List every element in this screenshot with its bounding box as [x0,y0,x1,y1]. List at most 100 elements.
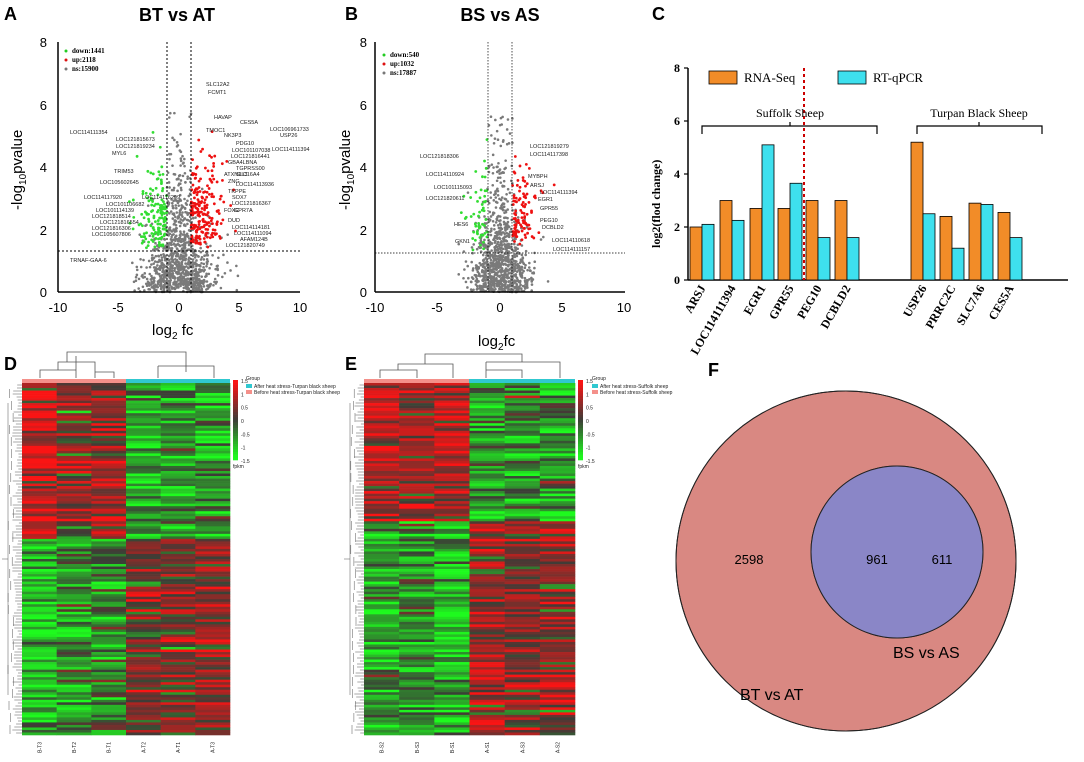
volcano-a-ytick: 2 [40,223,47,238]
heatmap-cell [160,579,196,582]
heatmap-cell [469,732,505,736]
color-scale-step [233,436,238,439]
heatmap-cell [56,556,92,560]
data-point-ns [471,277,475,281]
heatmap-cell [364,639,400,643]
data-point-down [145,246,148,250]
data-point-down [156,193,160,197]
heatmap-column-label: A-T3 [211,742,217,753]
data-point-ns [169,265,172,269]
data-point-up [229,204,233,207]
data-point-ns [153,287,156,290]
heatmap-cell [504,679,541,683]
heatmap-cell [539,493,576,497]
heatmap-cell [434,682,470,686]
heatmap-cell [91,395,127,399]
heatmap-cell [22,458,57,462]
data-point-up [511,203,515,206]
data-point-ns [168,152,171,156]
gene-label: TRIM53 [114,169,134,175]
data-point-up [514,209,518,213]
data-point-up [513,212,516,215]
heatmap-cell [469,428,505,432]
data-point-down [156,210,159,214]
heatmap-cell [195,496,231,499]
data-point-ns [190,244,194,248]
data-point-down [476,199,479,203]
data-point-ns [492,166,495,169]
heatmap-cell [539,385,576,389]
heatmap-cell [469,393,505,396]
heatmap-cell [91,483,127,487]
heatmap-cell [364,727,400,731]
heatmap-cell [364,388,400,391]
heatmap-e-legend-after: After heat stress-Suffolk sheep [600,384,668,390]
heatmap-cell [56,523,92,527]
heatmap-cell [126,709,161,713]
data-point-down [156,231,160,235]
heatmap-cell [22,433,57,437]
heatmap-cell [160,476,196,479]
heatmap-cell [126,564,161,567]
heatmap-cell [56,541,92,545]
heatmap-cell [539,727,576,731]
heatmap-cell [22,440,57,444]
data-point-up [191,201,195,205]
data-point-ns [183,272,186,276]
heatmap-cell [56,599,92,603]
heatmap-cell [399,581,435,585]
heatmap-cell [126,478,161,482]
heatmap-cell [469,486,505,489]
heatmap-cell [364,724,400,728]
data-point-ns [514,273,518,276]
data-point-down [157,242,161,246]
heatmap-cell [91,491,127,494]
heatmap-cell [539,433,576,437]
data-point-up [517,198,521,202]
heatmap-cell [504,543,541,547]
heatmap-cell [126,584,161,587]
heatmap-cell [195,438,231,442]
data-point-ns [496,240,500,244]
data-point-ns [143,289,146,292]
color-scale-tick: -1.5 [241,459,250,465]
heatmap-cell [91,423,127,427]
heatmap-cell [399,455,435,459]
gene-label: TGPRSS00 [236,166,265,172]
data-point-ns [150,256,154,260]
heatmap-cell [469,629,505,633]
heatmap-cell [364,566,400,570]
heatmap-cell [195,533,231,537]
bar-rna-seq [939,215,953,281]
heatmap-cell [504,697,541,701]
heatmap-cell [434,395,470,399]
heatmap-cell [364,702,400,706]
heatmap-cell [364,704,400,708]
heatmap-cell [539,606,576,610]
heatmap-cell [91,579,127,582]
heatmap-cell [195,556,231,560]
data-point-ns [502,205,506,209]
heatmap-cell [539,581,576,585]
heatmap-cell [399,486,435,489]
heatmap-cell [539,516,576,520]
data-point-ns [501,208,505,212]
heatmap-cell [160,450,196,454]
heatmap-cell [434,531,470,535]
heatmap-cell [399,438,435,442]
data-point-ns [181,154,184,158]
data-point-ns [463,268,466,271]
heatmap-cell [399,634,435,638]
heatmap-cell [195,448,231,452]
heatmap-cell [504,553,541,557]
heatmap-cell [469,433,505,437]
heatmap-cell [399,405,435,409]
heatmap-cell [195,639,231,643]
bar-rt-qpcr [1009,237,1023,281]
data-point-up [202,237,206,240]
heatmap-cell [399,619,435,623]
heatmap-cell [126,408,161,411]
data-point-down [151,188,155,192]
data-point-ns [492,251,496,254]
heatmap-cell [91,403,127,406]
